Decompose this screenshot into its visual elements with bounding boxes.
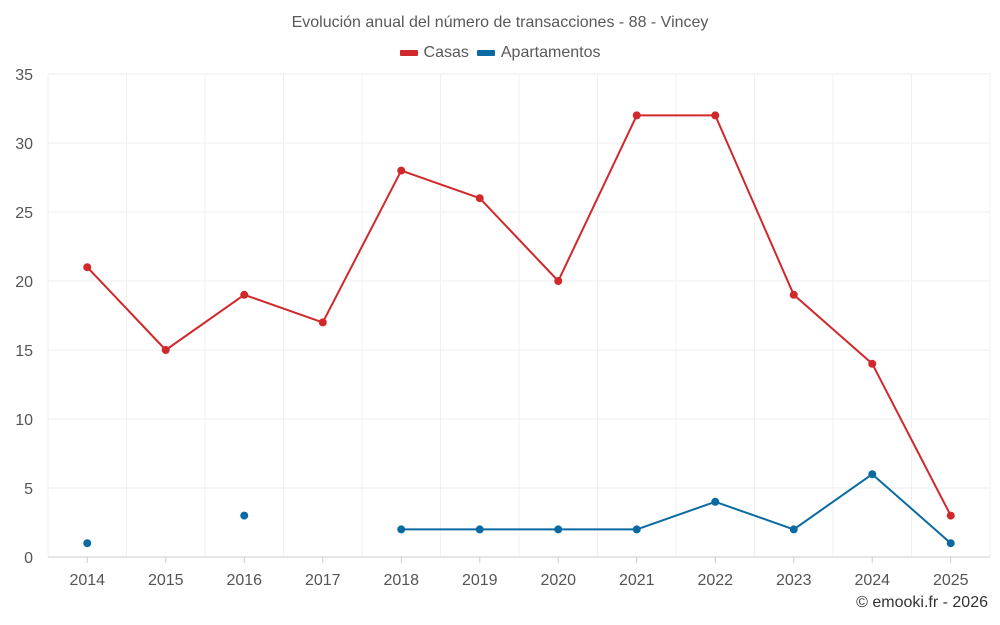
x-tick-label: 2022 — [697, 572, 733, 589]
legend-swatch-apartamentos — [476, 50, 495, 56]
y-tick-label: 35 — [15, 67, 33, 84]
x-tick-label: 2019 — [462, 572, 498, 589]
series-line-casas — [86, 114, 952, 517]
legend-label-casas: Casas — [423, 44, 469, 61]
legend-swatch-casas — [399, 50, 418, 56]
data-point-casas[interactable] — [789, 290, 798, 299]
data-point-casas[interactable] — [554, 277, 563, 285]
data-point-casas[interactable] — [868, 359, 877, 368]
data-point-apartamentos[interactable] — [475, 525, 484, 534]
data-point-casas[interactable] — [83, 263, 92, 272]
data-point-casas[interactable] — [318, 318, 327, 327]
y-tick-label: 10 — [15, 412, 33, 429]
legend-item-apartamentos[interactable]: Apartamentos — [476, 44, 601, 62]
series-line-apartamentos — [401, 473, 952, 544]
y-tick-label: 25 — [15, 205, 33, 222]
y-tick-label: 0 — [24, 550, 33, 567]
data-point-apartamentos[interactable] — [397, 525, 406, 534]
y-tick-label: 15 — [15, 343, 33, 360]
data-point-apartamentos[interactable] — [554, 525, 563, 534]
x-tick-label: 2018 — [383, 572, 419, 589]
data-point-apartamentos[interactable] — [789, 525, 798, 534]
grid — [47, 73, 991, 558]
legend-label-apartamentos: Apartamentos — [500, 44, 601, 61]
x-tick-label: 2017 — [305, 572, 341, 589]
data-point-apartamentos[interactable] — [868, 470, 877, 479]
data-point-apartamentos[interactable] — [83, 539, 92, 548]
credit-text: © emooki.fr - 2026 — [856, 594, 988, 611]
data-point-casas[interactable] — [161, 346, 170, 354]
y-tick-label: 20 — [15, 274, 33, 291]
x-tick-label: 2015 — [148, 572, 184, 589]
data-point-apartamentos[interactable] — [632, 525, 641, 534]
x-tick-label: 2024 — [854, 572, 890, 589]
x-tick-label: 2020 — [540, 572, 576, 589]
series — [83, 111, 955, 548]
data-point-casas[interactable] — [946, 511, 955, 520]
x-tick-label: 2021 — [619, 572, 655, 589]
x-tick-label: 2023 — [776, 572, 812, 589]
legend-item-casas[interactable]: Casas — [399, 44, 469, 62]
data-point-casas[interactable] — [711, 111, 720, 120]
data-point-apartamentos[interactable] — [711, 497, 720, 506]
data-point-casas[interactable] — [240, 290, 249, 299]
chart-title: Evolución anual del número de transaccio… — [291, 14, 709, 31]
y-tick-label: 5 — [24, 481, 33, 498]
x-tick-label: 2016 — [226, 572, 262, 589]
data-point-casas[interactable] — [475, 194, 484, 203]
data-point-casas[interactable] — [397, 166, 406, 175]
data-point-apartamentos[interactable] — [240, 511, 249, 520]
legend: Casas Apartamentos — [0, 44, 1000, 62]
y-tick-label: 30 — [15, 136, 33, 153]
data-point-casas[interactable] — [632, 111, 641, 120]
x-tick-label: 2014 — [69, 572, 105, 589]
x-tick-label: 2025 — [933, 572, 969, 589]
data-point-apartamentos[interactable] — [946, 539, 955, 548]
